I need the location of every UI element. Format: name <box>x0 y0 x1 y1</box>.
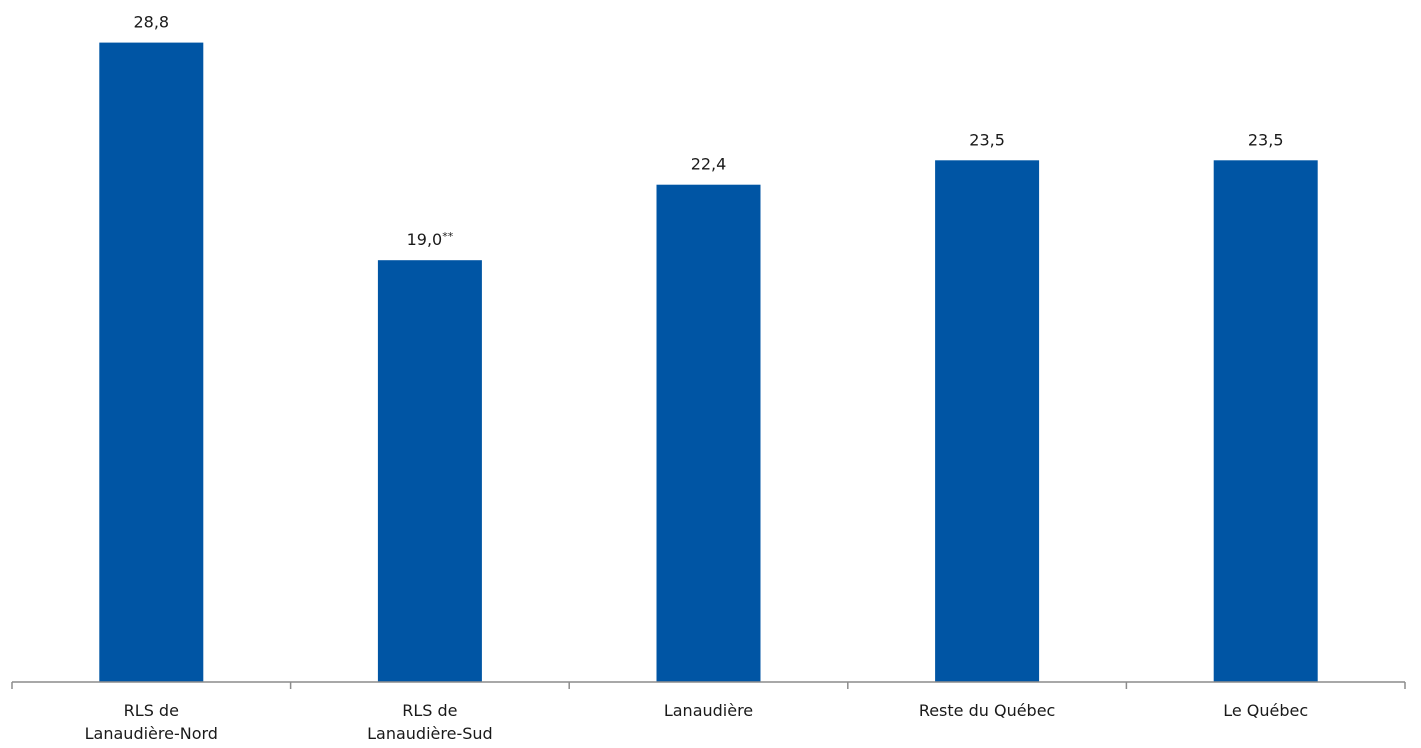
category-label-line: Le Québec <box>1223 701 1308 720</box>
data-label-3: 22,4 <box>691 155 727 174</box>
data-label-1: 28,8 <box>133 13 169 32</box>
category-label-line: Lanaudière-Nord <box>85 724 218 743</box>
data-label-value: 22,4 <box>691 155 727 174</box>
category-label-2: RLS de Lanaudière-Sud <box>367 701 493 743</box>
category-label-line: RLS de <box>402 701 457 720</box>
category-label-5: Le Québec <box>1223 701 1308 720</box>
data-label-2: 19,0** <box>407 230 454 249</box>
data-label-footnote-mark: ** <box>442 230 454 243</box>
category-label-1: RLS de Lanaudière-Nord <box>85 701 218 743</box>
category-labels-group: RLS de Lanaudière-Nord RLS de Lanaudière-Su… <box>85 701 1309 743</box>
data-label-value: 23,5 <box>969 130 1005 149</box>
category-label-line: Lanaudière <box>664 701 753 720</box>
bar-3 <box>656 184 761 682</box>
data-label-value: 23,5 <box>1248 130 1284 149</box>
x-axis <box>11 681 1406 689</box>
category-label-4: Reste du Québec <box>919 701 1056 720</box>
bar-2 <box>377 260 482 682</box>
bars-group <box>99 42 1318 683</box>
value-labels-group: 28,8 19,0** 22,4 23,5 23,5 <box>133 13 1283 250</box>
data-label-value: 19,0 <box>407 230 443 249</box>
data-label-4: 23,5 <box>969 130 1005 149</box>
data-label-5: 23,5 <box>1248 130 1284 149</box>
category-label-line: Lanaudière-Sud <box>367 724 493 743</box>
data-label-value: 28,8 <box>133 13 169 32</box>
bar-4 <box>935 160 1040 683</box>
category-label-line: Reste du Québec <box>919 701 1056 720</box>
category-label-3: Lanaudière <box>664 701 753 720</box>
bar-5 <box>1213 160 1318 683</box>
category-label-line: RLS de <box>124 701 179 720</box>
bar-1 <box>99 42 204 683</box>
